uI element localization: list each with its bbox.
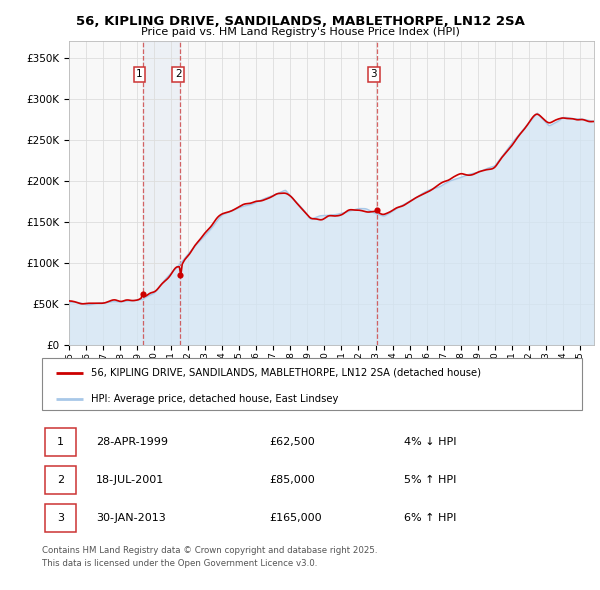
Text: £62,500: £62,500	[269, 437, 314, 447]
Text: Price paid vs. HM Land Registry's House Price Index (HPI): Price paid vs. HM Land Registry's House …	[140, 27, 460, 37]
Text: 1: 1	[136, 69, 143, 79]
Text: 5% ↑ HPI: 5% ↑ HPI	[404, 475, 456, 485]
FancyBboxPatch shape	[45, 428, 76, 455]
Text: This data is licensed under the Open Government Licence v3.0.: This data is licensed under the Open Gov…	[42, 559, 317, 568]
Text: 1: 1	[57, 437, 64, 447]
Text: 18-JUL-2001: 18-JUL-2001	[96, 475, 164, 485]
Text: 2: 2	[175, 69, 182, 79]
Point	[176, 271, 185, 280]
Text: 6% ↑ HPI: 6% ↑ HPI	[404, 513, 456, 523]
Text: 30-JAN-2013: 30-JAN-2013	[96, 513, 166, 523]
FancyBboxPatch shape	[45, 504, 76, 532]
Text: 28-APR-1999: 28-APR-1999	[96, 437, 168, 447]
FancyBboxPatch shape	[45, 466, 76, 494]
FancyBboxPatch shape	[42, 358, 582, 410]
Text: 3: 3	[57, 513, 64, 523]
Point	[372, 205, 382, 214]
Bar	[143, 41, 181, 345]
Text: 2: 2	[57, 475, 64, 485]
Text: £85,000: £85,000	[269, 475, 314, 485]
Text: 3: 3	[371, 69, 377, 79]
Text: HPI: Average price, detached house, East Lindsey: HPI: Average price, detached house, East…	[91, 394, 338, 404]
Point	[138, 289, 148, 299]
Text: 56, KIPLING DRIVE, SANDILANDS, MABLETHORPE, LN12 2SA (detached house): 56, KIPLING DRIVE, SANDILANDS, MABLETHOR…	[91, 368, 481, 378]
Text: 4% ↓ HPI: 4% ↓ HPI	[404, 437, 457, 447]
Text: £165,000: £165,000	[269, 513, 322, 523]
Text: 56, KIPLING DRIVE, SANDILANDS, MABLETHORPE, LN12 2SA: 56, KIPLING DRIVE, SANDILANDS, MABLETHOR…	[76, 15, 524, 28]
Text: Contains HM Land Registry data © Crown copyright and database right 2025.: Contains HM Land Registry data © Crown c…	[42, 546, 377, 555]
